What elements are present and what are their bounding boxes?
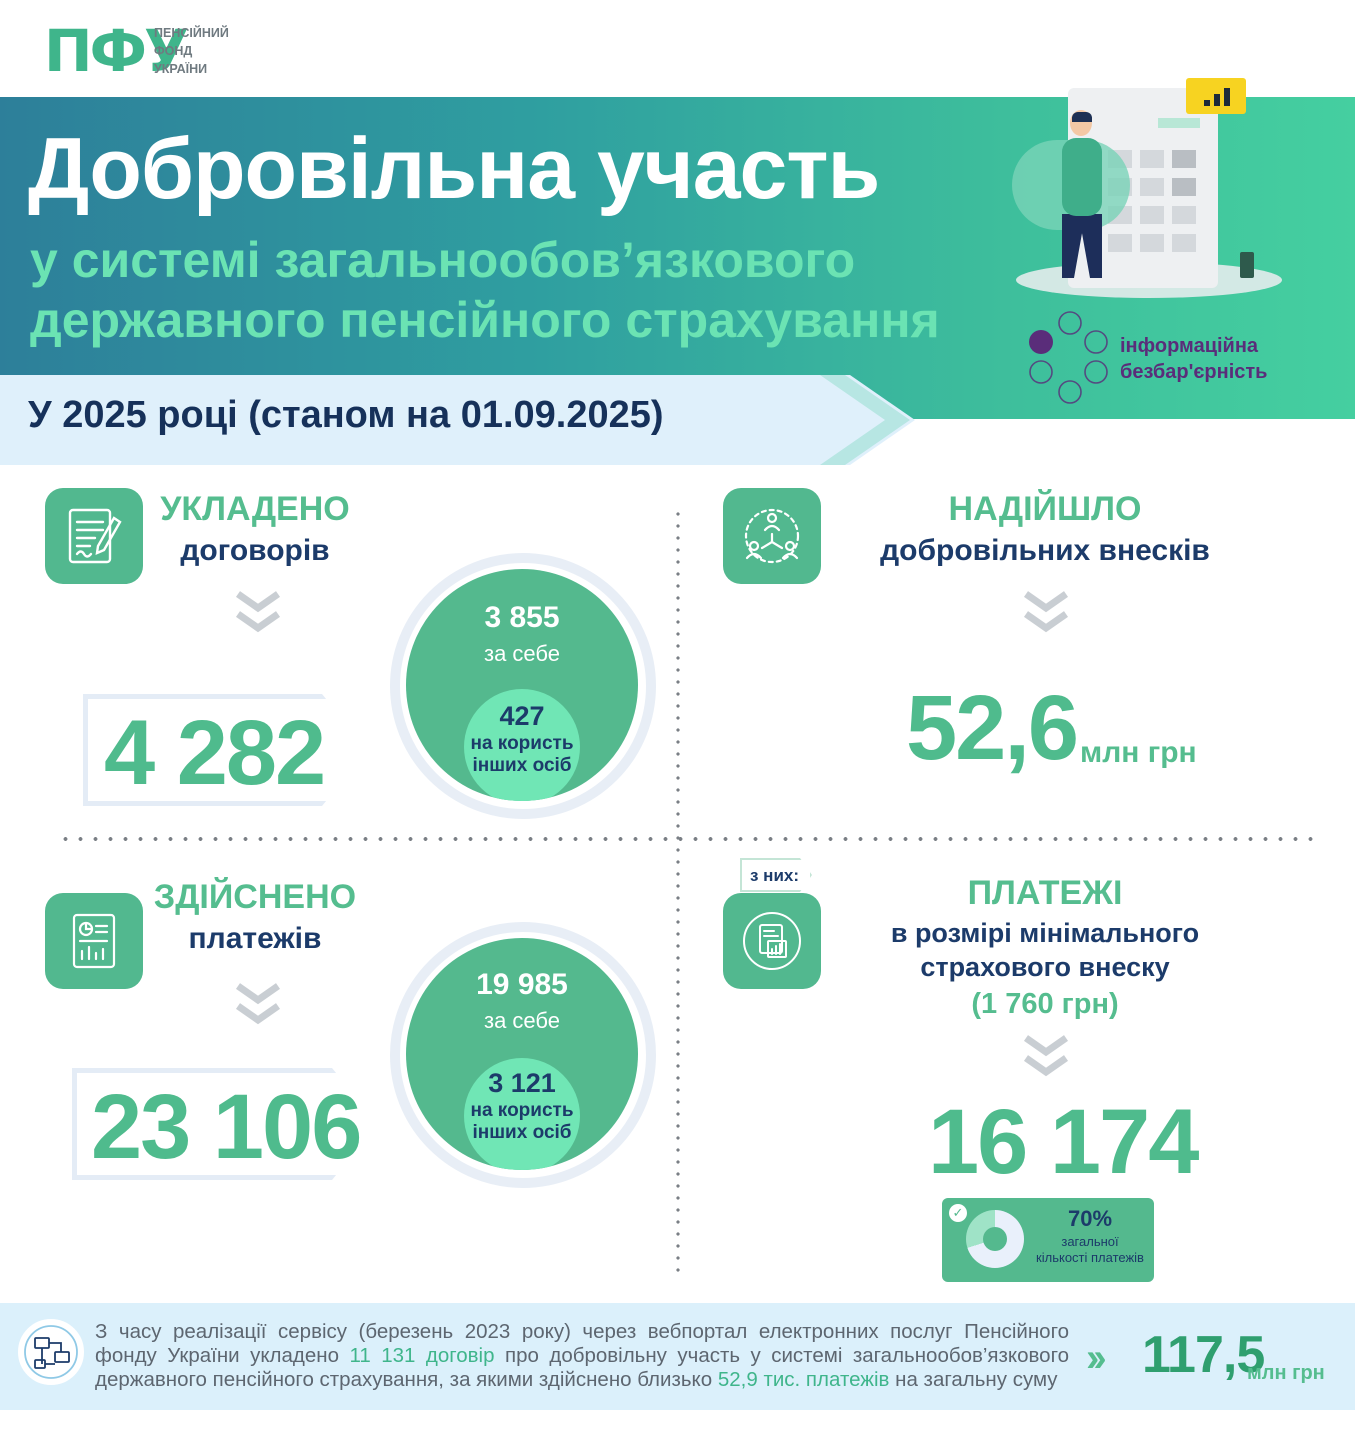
min-payments-value: 16 174 xyxy=(928,1091,1199,1193)
double-chevron-down-icon xyxy=(235,591,281,633)
contributions-unit: млн грн xyxy=(1080,736,1197,769)
contracts-self-value: 3 855 xyxy=(484,601,560,634)
footer-highlight-contracts: 11 131 договір xyxy=(349,1344,495,1367)
contracts-breakdown-circle: 3 855 за себе 427 на користь інших осіб xyxy=(406,569,638,801)
logo-caption: ПЕНСІЙНИЙ ФОНД УКРАЇНИ xyxy=(154,24,229,78)
footer-highlight-payments: 52,9 тис. платежів xyxy=(717,1368,890,1391)
bar-chart-icon xyxy=(1186,78,1246,114)
footer-total-value: 117,5 xyxy=(1142,1326,1265,1384)
payments-others-label1: на користь xyxy=(470,1100,574,1121)
percent-label1: загальної xyxy=(1061,1234,1119,1249)
double-chevron-down-icon xyxy=(1023,1035,1069,1077)
subtitle-line1: у системі загальнообов’язкового xyxy=(30,232,856,288)
footer-text-part2: про добровільну участь у системі загальн… xyxy=(95,1344,1070,1391)
contracts-others-value: 427 xyxy=(499,701,545,731)
page-title: Добровільна участь xyxy=(28,121,880,217)
flowchart-icon xyxy=(18,1319,84,1385)
contracts-self-label: за себе xyxy=(483,641,560,666)
pfu-logo: ПФУ xyxy=(44,17,189,85)
contributions-subheading: добровільних внесків xyxy=(880,534,1210,567)
payments-others-label2: інших осіб xyxy=(472,1122,572,1143)
horizontal-divider xyxy=(58,837,1320,841)
vertical-divider xyxy=(676,508,680,1280)
date-banner xyxy=(0,375,915,465)
percent-donut-chart xyxy=(966,1210,1024,1268)
percent-label2: кількості платежів xyxy=(1036,1250,1144,1265)
min-payments-subheading2: страхового внеску xyxy=(920,952,1170,982)
plant-icon xyxy=(1240,252,1254,278)
logo-caption-line1: ПЕНСІЙНИЙ xyxy=(154,26,229,40)
payments-total: 23 106 xyxy=(91,1076,361,1178)
double-chevron-down-icon xyxy=(1023,591,1069,633)
person-illustration xyxy=(1062,138,1102,216)
double-chevron-right-icon: ›› xyxy=(1086,1336,1106,1380)
subtitle-line2: державного пенсійного страхування xyxy=(30,292,940,348)
contracts-others-label2: інших осіб xyxy=(472,755,572,776)
payments-heading: ЗДІЙСНЕНО xyxy=(153,878,357,916)
contracts-others-label1: на користь xyxy=(470,733,574,754)
of-them-tag: з них: xyxy=(740,858,812,892)
accessibility-logo-icon xyxy=(1029,311,1108,404)
report-chart-icon xyxy=(45,893,143,989)
contributions-value: 52,6 xyxy=(906,677,1079,779)
date-label: У 2025 році (станом на 01.09.2025) xyxy=(28,394,664,436)
percent-value: 70% xyxy=(1067,1206,1113,1231)
contracts-subheading: договорів xyxy=(180,534,330,567)
footer-total-unit: млн грн xyxy=(1247,1362,1325,1384)
accessibility-label-line2: безбар'єрність xyxy=(1120,361,1268,383)
contracts-heading: УКЛАДЕНО xyxy=(160,490,350,528)
logo-caption-line2: ФОНД xyxy=(154,44,193,58)
footer-banner xyxy=(0,1303,1355,1410)
contracts-total: 4 282 xyxy=(104,702,325,804)
min-payments-heading: ПЛАТЕЖІ xyxy=(967,874,1123,912)
accessibility-label: інформаційна безбар'єрність xyxy=(1120,333,1267,385)
payments-others-value: 3 121 xyxy=(488,1068,556,1098)
logo-caption-line3: УКРАЇНИ xyxy=(154,62,208,76)
min-payments-subheading1: в розмірі мінімального xyxy=(890,918,1200,948)
document-chart-circle-icon xyxy=(723,893,821,989)
contracts-others-circle: 427 на користь інших осіб xyxy=(464,689,580,801)
contracts-total-box: 4 282 xyxy=(83,694,368,806)
footer-description: З часу реалізації сервісу (березень 2023… xyxy=(95,1320,1069,1392)
person-hair xyxy=(1072,112,1092,122)
footer-text-part1: З часу реалізації сервісу (березень 2023… xyxy=(95,1320,1069,1367)
payments-total-box: 23 106 xyxy=(72,1068,378,1180)
payments-subheading: платежів xyxy=(188,922,322,955)
accessibility-label-line1: інформаційна xyxy=(1120,335,1259,357)
contract-document-icon xyxy=(45,488,143,584)
double-chevron-down-icon xyxy=(235,983,281,1025)
payments-breakdown-circle: 19 985 за себе 3 121 на користь інших ос… xyxy=(406,938,638,1170)
check-icon: ✓ xyxy=(949,1204,967,1222)
footer-text-part3: на загальну суму xyxy=(889,1368,1058,1391)
contributions-heading: НАДІЙШЛО xyxy=(948,490,1142,528)
page-subtitle: у системі загальнообов’язкового державно… xyxy=(30,230,940,350)
min-payment-amount: (1 760 грн) xyxy=(971,988,1119,1020)
people-network-icon xyxy=(723,488,821,584)
payments-self-label: за себе xyxy=(483,1008,560,1033)
payments-self-value: 19 985 xyxy=(476,968,568,1001)
payments-others-circle: 3 121 на користь інших осіб xyxy=(464,1058,580,1170)
